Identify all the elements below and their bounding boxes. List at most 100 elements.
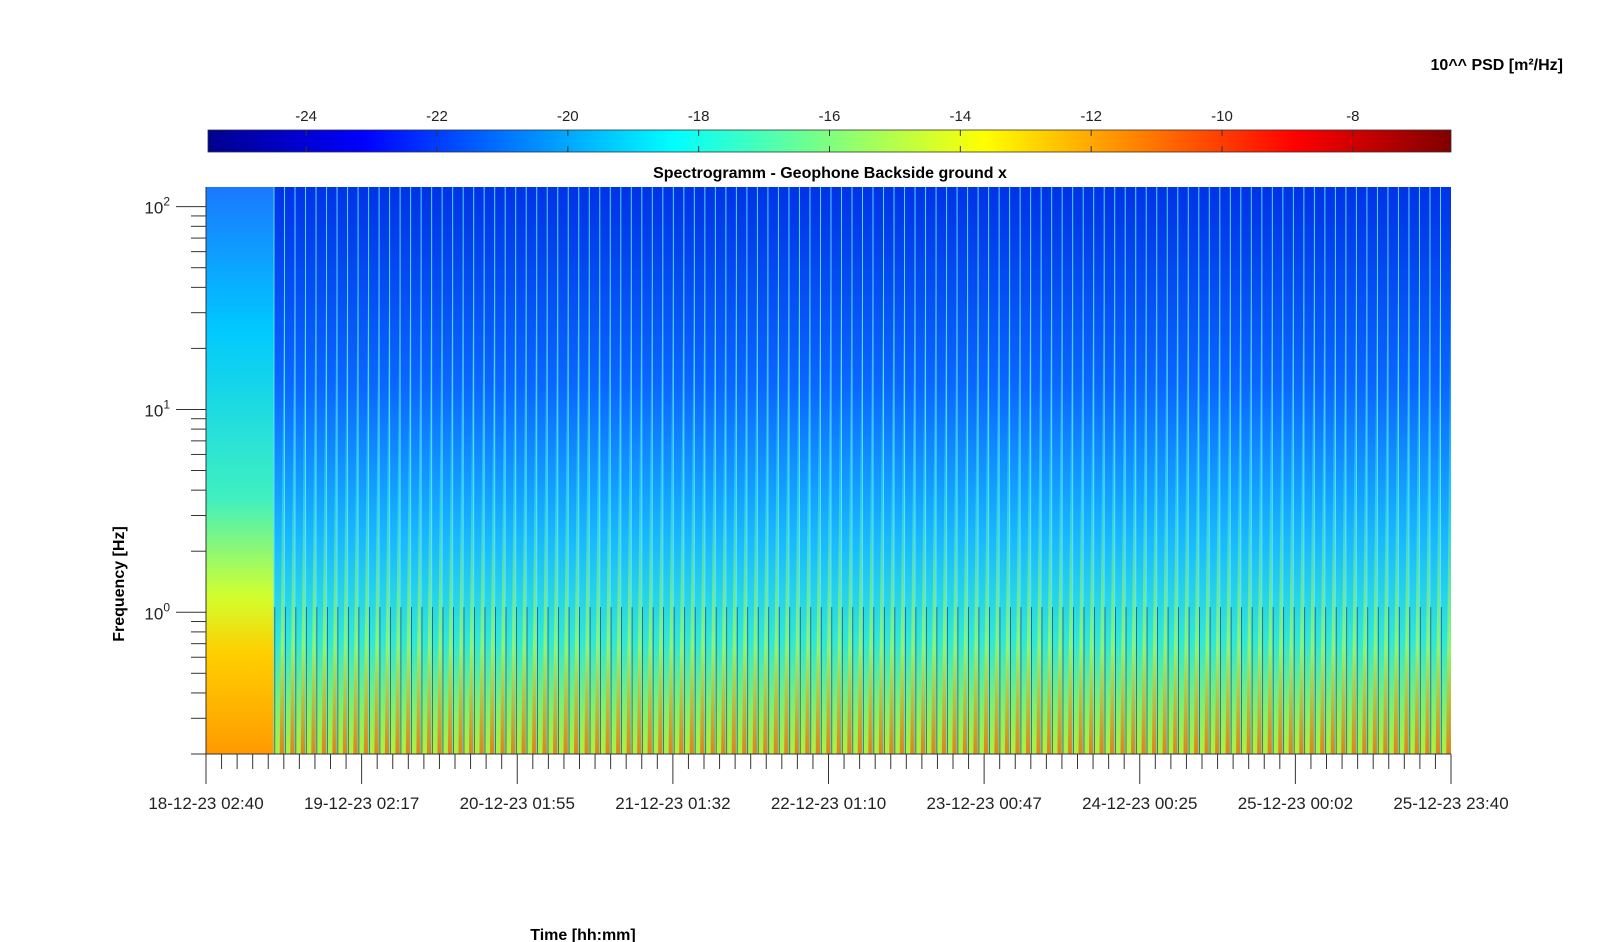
segment-spike [1425,227,1430,754]
segment-spike [342,227,348,754]
segment-spike [500,227,506,754]
segment-spike [1025,227,1031,754]
segment-spike [668,227,674,754]
y-axis: 100 101 102 [144,187,207,755]
colorbar-tick-label: -8 [1346,108,1359,125]
segment-spike [531,227,537,754]
colorbar-tick-label: -20 [557,108,579,125]
segment-spike [279,227,285,754]
segment-spike [1414,227,1420,754]
segment-spike [1067,227,1073,754]
segment-spike [983,227,989,754]
segment-spike [1109,227,1115,754]
segment-spike [752,227,758,754]
colorbar-tick-label: -24 [295,108,317,125]
segment-spike [952,227,958,754]
segment-spike [742,227,747,754]
segment-spike [1309,227,1315,754]
segment-spike [395,227,401,754]
segment-spike [721,227,726,754]
segment-spike [521,227,527,754]
segment-spike [973,227,979,754]
colorbar-tick-label: -12 [1080,108,1102,125]
x-tick-label: 25-12-23 00:02 [1238,794,1353,813]
segment-spike [353,227,359,754]
segment-spike [300,227,306,754]
segment-spike [784,227,789,754]
segment-spike [384,227,390,754]
segment-spike [1393,227,1399,754]
segment-spike [1131,227,1136,754]
segment-spike [1278,227,1283,754]
x-axis-label: Time [hh:mm] [530,927,635,942]
segment-spike [1435,227,1441,754]
y-tick-label: 101 [144,397,170,420]
segment-spike [332,227,338,754]
x-tick-label: 21-12-23 01:32 [615,794,730,813]
first-segment [206,187,274,754]
x-tick-label: 19-12-23 02:17 [304,794,419,813]
segment-spike [815,227,821,754]
segment-spike [1446,227,1451,754]
segment-spike [458,227,464,754]
segment-spike [647,227,653,754]
segment-spike [1404,227,1409,754]
segment-spike [1046,227,1052,754]
segment-spike [363,227,369,754]
segment-spike [710,227,716,754]
segment-spike [1299,227,1304,754]
colorbar-tick-label: -16 [819,108,841,125]
x-axis: 18-12-23 02:40 19-12-23 02:17 20-12-23 01:… [148,753,1509,813]
segment-spike [731,227,737,754]
segment-spike [1372,227,1378,754]
segment-spike [857,227,863,754]
y-tick-label: 102 [144,195,170,218]
segment-spike [805,227,810,754]
segment-spike [889,227,895,754]
segment-spike [637,227,642,754]
colorbar-tick-label: -14 [949,108,971,125]
segment-spike [1173,227,1178,754]
segment-spike [878,227,884,754]
segment-spike [920,227,926,754]
segment-spike [479,227,485,754]
y-tick-label: 100 [144,600,170,623]
segment-spike [553,227,558,754]
segment-spike [700,227,705,754]
segment-spike [1351,227,1357,754]
segment-spike [868,227,874,754]
segment-spike [1330,227,1336,754]
segment-spike [1004,227,1010,754]
segment-spike [584,227,590,754]
segment-spike [1078,227,1084,754]
segment-spike [763,227,768,754]
segment-spike [595,227,600,754]
segment-spike [847,227,852,754]
segment-spike [658,227,663,754]
segment-spike [773,227,779,754]
segment-spike [626,227,632,754]
colorbar-tick-label: -10 [1211,108,1233,125]
segment-spike [616,227,621,754]
segment-spike [1341,227,1346,754]
x-tick-label: 22-12-23 01:10 [771,794,886,813]
segment-spike [1036,227,1042,754]
x-tick-label: 25-12-23 23:40 [1393,794,1508,813]
segment-spike [447,227,453,754]
segment-spike [1120,227,1126,754]
colorbar-label: 10^^ PSD [m²/Hz] [1431,57,1563,74]
segment-spike [1099,227,1105,754]
segment-spike [1215,227,1220,754]
segment-spike [1194,227,1199,754]
segment-spike [899,227,905,754]
y-axis-label: Frequency [Hz] [111,526,128,642]
segment-spike [1057,227,1063,754]
segment-spike [794,227,800,754]
segment-spike [311,227,317,754]
segment-spike [1183,227,1189,754]
x-tick-label: 23-12-23 00:47 [926,794,1041,813]
segment-spike [574,227,579,754]
x-tick-label: 24-12-23 00:25 [1082,794,1197,813]
